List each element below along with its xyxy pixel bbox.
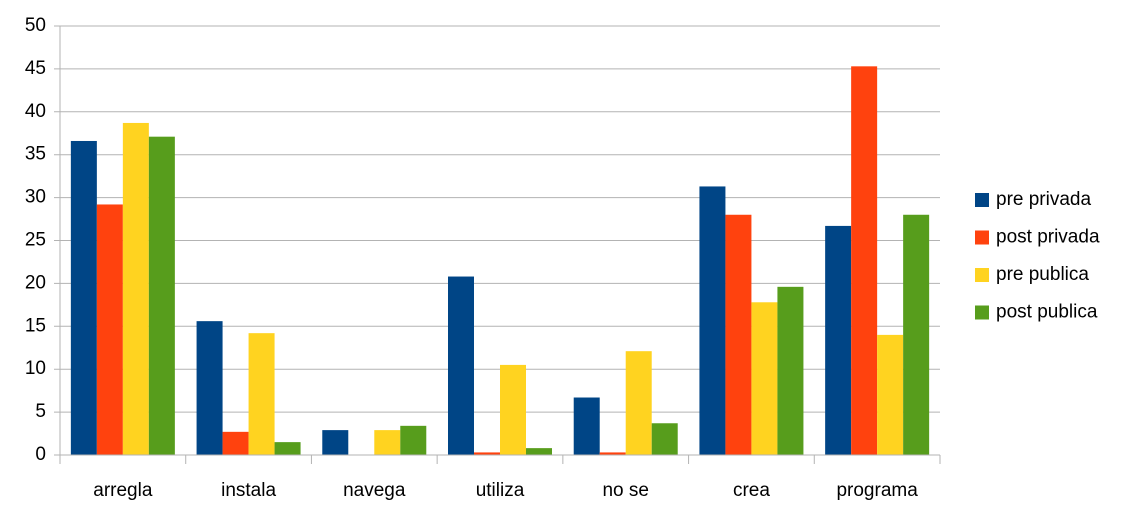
bar xyxy=(825,225,852,455)
legend-swatch xyxy=(975,193,989,207)
bar xyxy=(699,186,726,456)
bar xyxy=(96,204,123,455)
legend-swatch xyxy=(975,230,989,245)
y-tick-label: 25 xyxy=(25,230,46,251)
x-tick-label: instala xyxy=(221,480,276,501)
bar xyxy=(148,136,175,455)
bar xyxy=(374,430,401,455)
legend-swatch xyxy=(975,268,989,282)
x-tick-label: crea xyxy=(733,480,770,501)
bar xyxy=(651,423,678,455)
bar xyxy=(526,448,552,455)
y-tick-label: 10 xyxy=(25,358,46,379)
y-tick-label: 50 xyxy=(25,15,46,36)
bar xyxy=(248,333,275,455)
bar xyxy=(851,66,878,456)
x-tick-label: navega xyxy=(343,480,406,501)
y-tick-label: 30 xyxy=(25,187,46,208)
legend-label: pre publica xyxy=(996,264,1089,285)
bar xyxy=(500,364,526,455)
y-tick-label: 0 xyxy=(35,444,46,465)
bar xyxy=(222,431,249,455)
bar xyxy=(877,334,904,455)
bar xyxy=(122,122,149,455)
bar xyxy=(725,214,752,455)
bar xyxy=(448,276,474,455)
y-tick-label: 45 xyxy=(25,58,46,79)
x-tick-label: programa xyxy=(836,480,918,501)
y-tick-label: 35 xyxy=(25,144,46,165)
y-tick-label: 20 xyxy=(25,272,46,293)
y-tick-label: 5 xyxy=(35,401,46,422)
bar xyxy=(474,452,500,455)
bar xyxy=(400,425,427,455)
x-tick-label: arregla xyxy=(93,480,153,501)
bar xyxy=(196,321,223,455)
x-tick-label: no se xyxy=(602,480,648,501)
bar xyxy=(599,452,626,455)
bar xyxy=(751,302,778,455)
y-tick-label: 15 xyxy=(25,315,46,336)
bar xyxy=(573,397,600,455)
bar xyxy=(70,140,97,456)
legend-label: pre privada xyxy=(996,189,1091,210)
legend-label: post privada xyxy=(996,227,1100,248)
bar xyxy=(777,286,804,455)
bar xyxy=(625,351,652,455)
legend-label: post publica xyxy=(996,302,1098,323)
y-tick-label: 40 xyxy=(25,101,46,122)
bar xyxy=(322,430,349,455)
legend-swatch xyxy=(975,305,989,320)
bar xyxy=(903,214,930,455)
bar xyxy=(274,442,301,455)
x-tick-label: utiliza xyxy=(476,480,525,501)
